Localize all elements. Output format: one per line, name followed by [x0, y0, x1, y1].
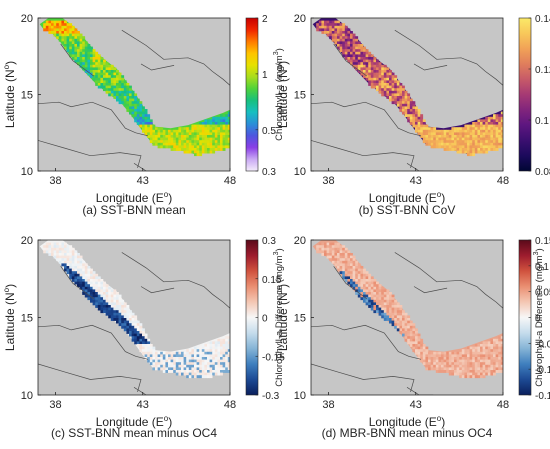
y-tick-label: 20 [21, 13, 33, 25]
country-border [133, 163, 161, 171]
x-tick-label: 43 [410, 175, 422, 187]
y-tick-label: 15 [294, 313, 306, 325]
colorbar-tick-label: -0.1 [535, 365, 550, 376]
country-border [38, 101, 149, 137]
colorbar-tick-label: 0.05 [535, 288, 550, 299]
country-border [406, 163, 434, 171]
y-axis-label: Latitude (No) [275, 284, 290, 351]
colorbar-tick-label: -0.05 [535, 339, 550, 350]
y-axis-label: Latitude (No) [275, 61, 290, 128]
colorbar-label: Chlorophyll-a Difference (mg/m3) [533, 248, 545, 386]
colorbar-tick-label: 0.15 [262, 275, 282, 286]
colorbar-tick-label: -0.15 [262, 352, 285, 363]
map-layer [311, 240, 503, 395]
colorbar-tick-label: 1 [262, 70, 268, 81]
colorbar-tick-label: 0 [535, 314, 541, 325]
y-tick-label: 20 [294, 235, 306, 247]
x-axis-label: Longitude (Eo) [369, 414, 446, 429]
x-tick-label: 43 [137, 399, 149, 411]
x-axis-label: Longitude (Eo) [96, 190, 173, 205]
x-tick-label: 48 [224, 399, 236, 411]
x-tick-label: 48 [497, 399, 509, 411]
colorbar-tick-label: 0.14 [535, 14, 550, 25]
y-tick-label: 20 [294, 13, 306, 25]
country-border [333, 43, 368, 77]
x-tick-label: 48 [224, 175, 236, 187]
y-axis-label: Latitude (No) [2, 284, 17, 351]
x-tick-label: 38 [322, 399, 334, 411]
colorbar-tick-label: 0.12 [535, 65, 550, 76]
panel-caption: (d) MBR-BNN mean minus OC4 [322, 426, 493, 440]
y-tick-label: 10 [21, 166, 33, 178]
country-border [311, 324, 422, 360]
colorbar-tick-label: 0.5 [262, 126, 276, 137]
country-border [413, 63, 448, 71]
country-border [413, 286, 448, 294]
country-border [38, 363, 142, 392]
sea-pixels [43, 20, 230, 157]
map-layer [38, 240, 230, 395]
y-tick-label: 20 [21, 235, 33, 247]
country-border [311, 140, 415, 168]
panel-caption: (b) SST-BNN CoV [359, 203, 456, 217]
y-tick-label: 10 [294, 390, 306, 402]
country-border [121, 252, 230, 309]
country-border [406, 387, 434, 395]
colorbar-tick-label: 0.1 [535, 262, 549, 273]
y-tick-label: 15 [294, 90, 306, 102]
colorbar-tick-label: 0.15 [535, 236, 550, 247]
sea-pixels [316, 20, 503, 157]
country-border [140, 63, 175, 71]
colorbar-tick-label: 0 [262, 314, 268, 325]
country-border [394, 252, 503, 309]
sea-pixels [316, 242, 503, 379]
country-border [394, 29, 503, 86]
country-border [311, 363, 415, 392]
y-tick-label: 10 [294, 166, 306, 178]
y-tick-label: 10 [21, 390, 33, 402]
colorbar-tick-label: 0.08 [535, 167, 550, 178]
colorbar-tick-label: -0.3 [262, 391, 280, 402]
colorbar-label: Chlorophyll-a Difference (mg/m3) [273, 248, 285, 386]
country-border [60, 266, 95, 300]
panel-caption: (a) SST-BNN mean [82, 203, 185, 217]
x-axis-label: Longitude (Eo) [369, 190, 446, 205]
x-tick-label: 43 [137, 175, 149, 187]
country-border [311, 101, 422, 137]
panel-caption: (c) SST-BNN mean minus OC4 [51, 426, 217, 440]
colorbar-tick-label: 2 [262, 14, 268, 25]
country-border [121, 29, 230, 86]
colorbar-tick-label: 0.3 [262, 236, 276, 247]
x-tick-label: 38 [49, 175, 61, 187]
x-tick-label: 48 [497, 175, 509, 187]
country-border [60, 43, 95, 77]
x-axis-label: Longitude (Eo) [96, 414, 173, 429]
x-tick-label: 43 [410, 399, 422, 411]
colorbar [245, 17, 259, 172]
x-tick-label: 38 [49, 399, 61, 411]
country-border [133, 387, 161, 395]
map-layer [311, 18, 503, 171]
colorbar-tick-label: 0.1 [535, 116, 549, 127]
map-layer [38, 18, 230, 171]
country-border [38, 140, 142, 168]
y-tick-label: 15 [21, 90, 33, 102]
y-tick-label: 15 [21, 313, 33, 325]
colorbar [518, 17, 532, 172]
country-border [140, 286, 175, 294]
colorbar-label: Chlorophyll-a (mg/m3) [273, 48, 285, 141]
x-tick-label: 38 [322, 175, 334, 187]
colorbar-tick-label: -0.15 [535, 391, 550, 402]
colorbar-tick-label: 0.3 [262, 167, 276, 178]
country-border [38, 324, 149, 360]
sea-pixels [43, 242, 230, 379]
y-axis-label: Latitude (No) [2, 61, 17, 128]
country-border [333, 266, 368, 300]
